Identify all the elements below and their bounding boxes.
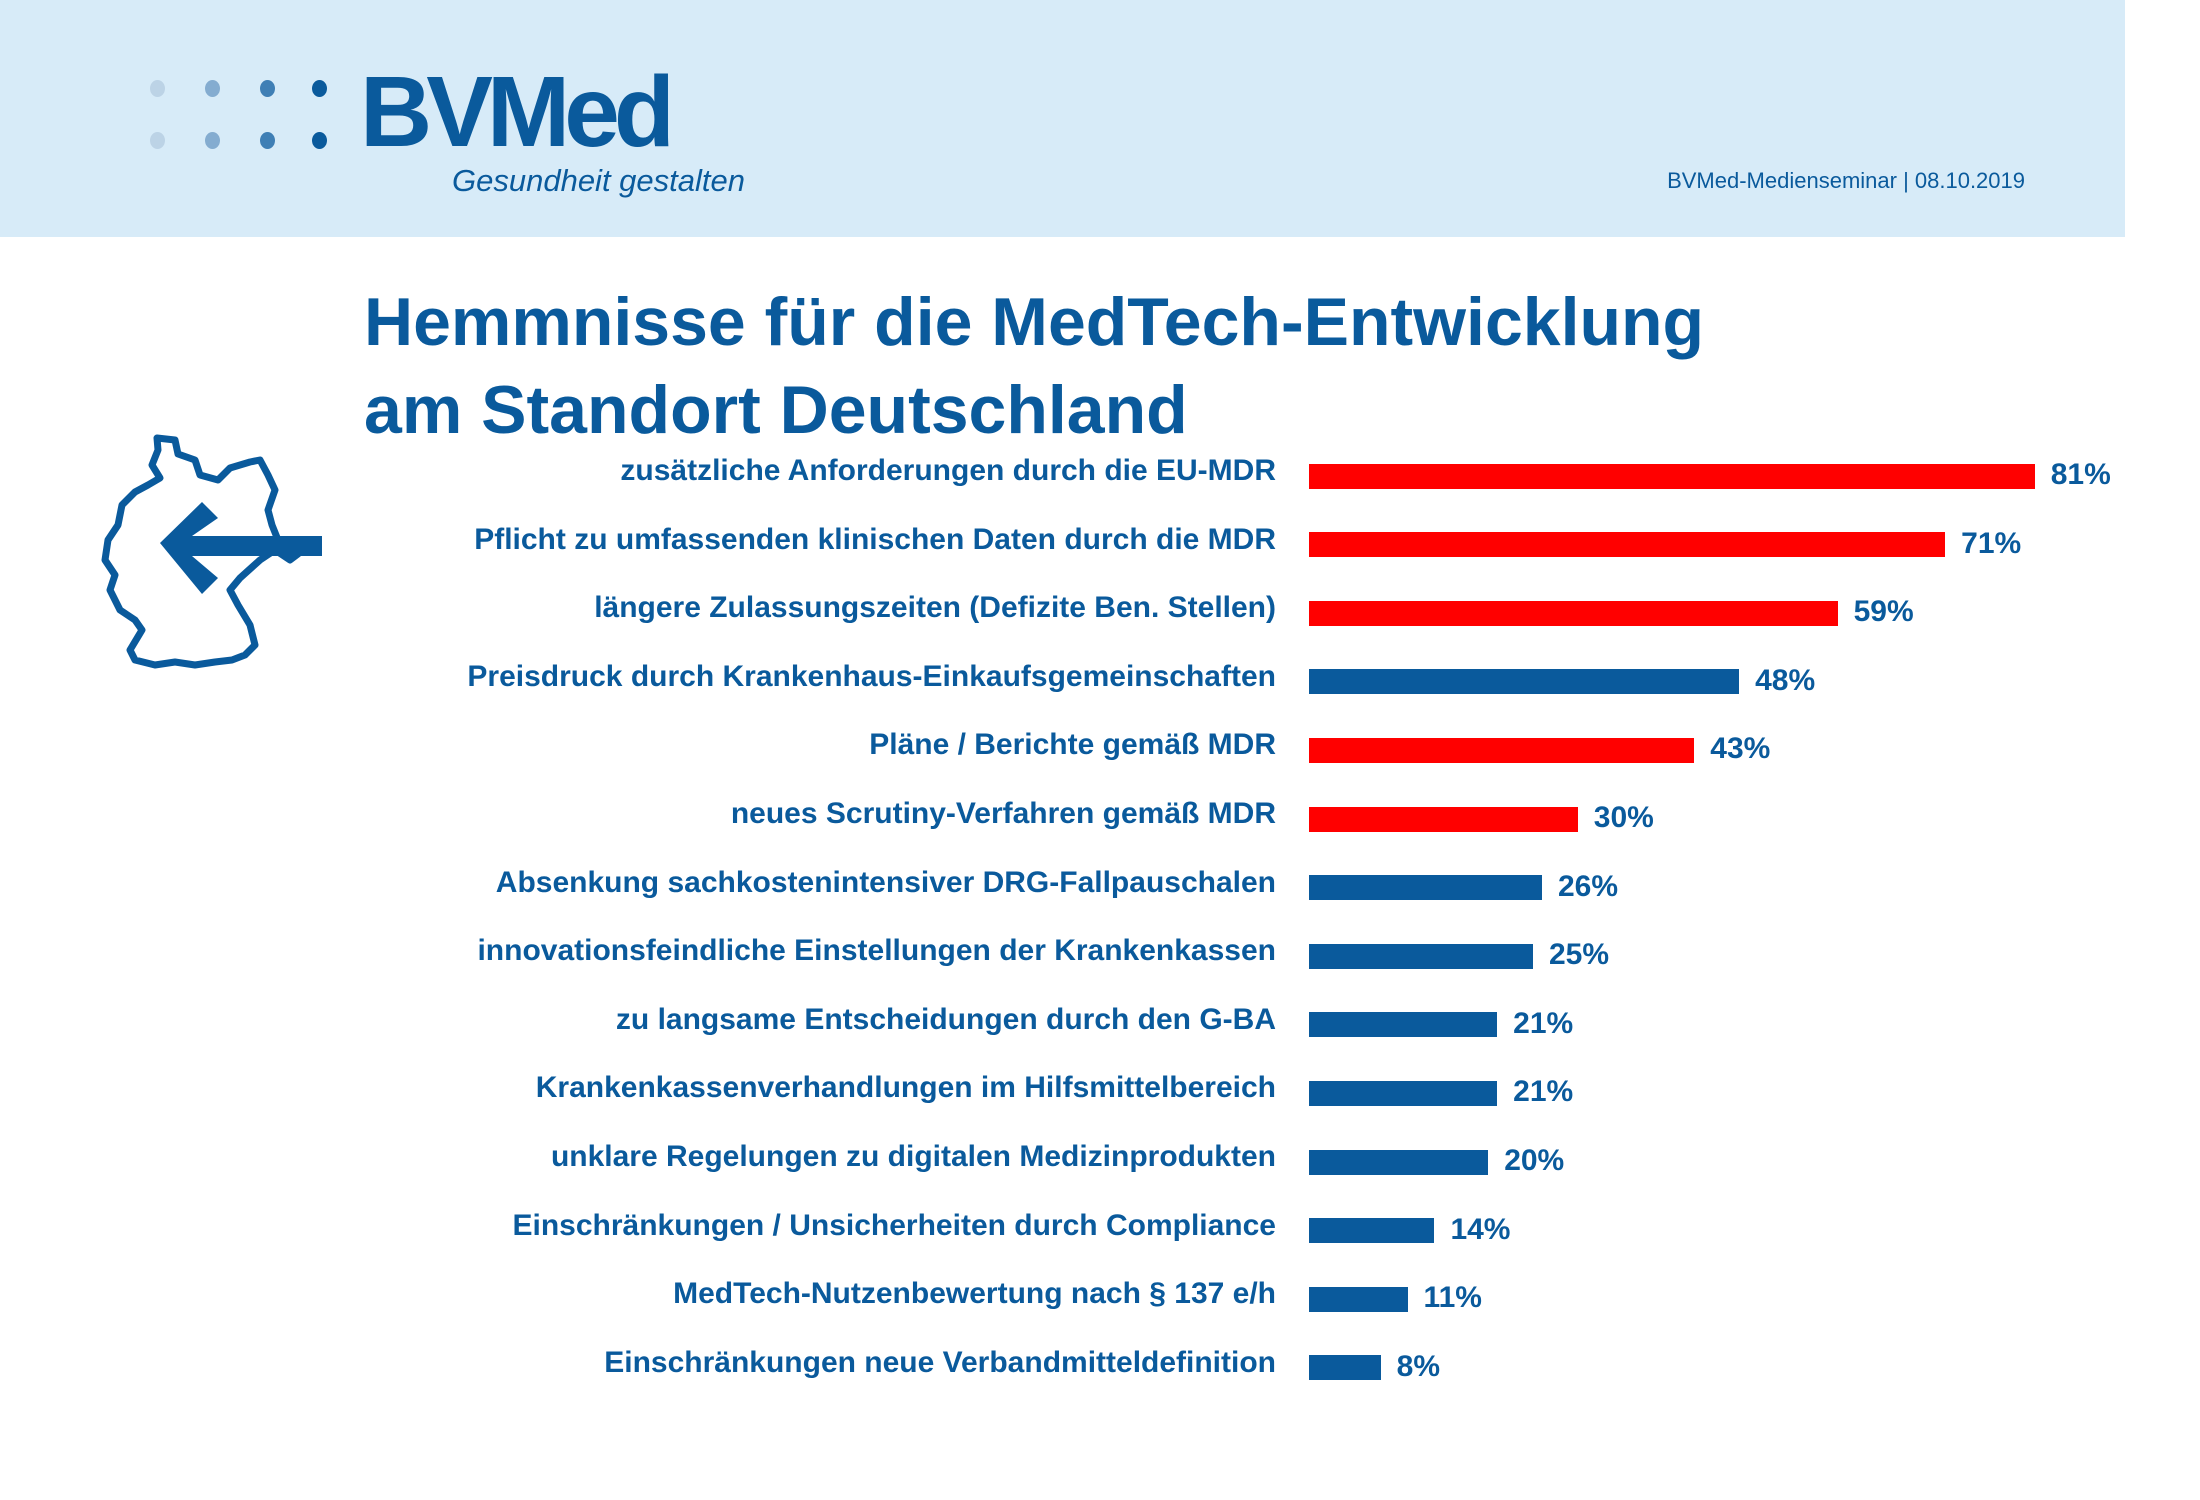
value-label: 14% bbox=[1450, 1212, 1511, 1246]
category-label: Einschränkungen / Unsicherheiten durch C… bbox=[512, 1208, 1277, 1242]
category-label: Absenkung sachkostenintensiver DRG-Fallp… bbox=[495, 865, 1276, 899]
value-label: 26% bbox=[1557, 869, 1618, 903]
category-label: längere Zulassungszeiten (Defizite Ben. … bbox=[594, 591, 1276, 625]
value-label: 81% bbox=[2050, 458, 2111, 491]
category-label: innovationsfeindliche Einstellungen der … bbox=[477, 934, 1276, 968]
value-label: 21% bbox=[1513, 1075, 1574, 1109]
category-label: neues Scrutiny-Verfahren gemäß MDR bbox=[730, 797, 1276, 830]
bar bbox=[1309, 669, 1740, 695]
bar bbox=[1309, 806, 1578, 832]
event-date: BVMed-Medienseminar | 08.10.2019 bbox=[1667, 168, 2025, 193]
category-label: zu langsame Entscheidungen durch den G-B… bbox=[615, 1002, 1276, 1036]
page-title: Hemmnisse für die MedTech-Entwicklung am… bbox=[364, 278, 1704, 454]
bar bbox=[1309, 1355, 1381, 1381]
category-label: Krankenkassenverhandlungen im Hilfsmitte… bbox=[535, 1071, 1276, 1105]
bar bbox=[1309, 1286, 1408, 1312]
category-label: zusätzliche Anforderungen durch die EU-M… bbox=[620, 454, 1276, 487]
category-label: Pflicht zu umfassenden klinischen Daten … bbox=[474, 522, 1276, 556]
category-label: Preisdruck durch Krankenhaus-Einkaufsgem… bbox=[467, 659, 1276, 693]
bar bbox=[1309, 1080, 1498, 1106]
value-label: 11% bbox=[1423, 1281, 1482, 1315]
bar bbox=[1309, 600, 1838, 626]
category-label: MedTech-Nutzenbewertung nach § 137 e/h bbox=[673, 1277, 1276, 1311]
germany-map-arrow-icon bbox=[101, 434, 322, 669]
bar bbox=[1309, 1012, 1498, 1038]
bar bbox=[1309, 737, 1695, 763]
logo-tagline: Gesundheit gestalten bbox=[452, 163, 745, 198]
header-band: BVMed Gesundheit gestalten BVMed-Mediens… bbox=[0, 0, 2125, 237]
value-label: 25% bbox=[1549, 938, 1610, 972]
value-label: 43% bbox=[1710, 732, 1771, 766]
bar bbox=[1309, 1218, 1435, 1244]
category-label: Einschränkungen neue Verbandmitteldefini… bbox=[604, 1345, 1276, 1379]
category-label: Pläne / Berichte gemäß MDR bbox=[869, 728, 1276, 762]
value-label: 20% bbox=[1504, 1144, 1565, 1177]
category-label: unklare Regelungen zu digitalen Medizinp… bbox=[550, 1140, 1276, 1173]
value-label: 30% bbox=[1593, 801, 1654, 834]
bar bbox=[1309, 943, 1533, 969]
value-label: 71% bbox=[1961, 526, 2022, 560]
title-line-1: Hemmnisse für die MedTech-Entwicklung bbox=[364, 284, 1705, 360]
value-label: 8% bbox=[1396, 1349, 1441, 1383]
value-label: 59% bbox=[1853, 595, 1914, 629]
bvmed-logo: BVMed bbox=[360, 56, 675, 168]
bar bbox=[1309, 1149, 1489, 1175]
value-label: 21% bbox=[1513, 1006, 1574, 1040]
bar bbox=[1309, 875, 1542, 901]
bar bbox=[1309, 463, 2035, 489]
bar bbox=[1309, 532, 1946, 558]
value-label: 48% bbox=[1755, 663, 1816, 697]
title-line-2: am Standort Deutschland bbox=[364, 372, 1188, 448]
